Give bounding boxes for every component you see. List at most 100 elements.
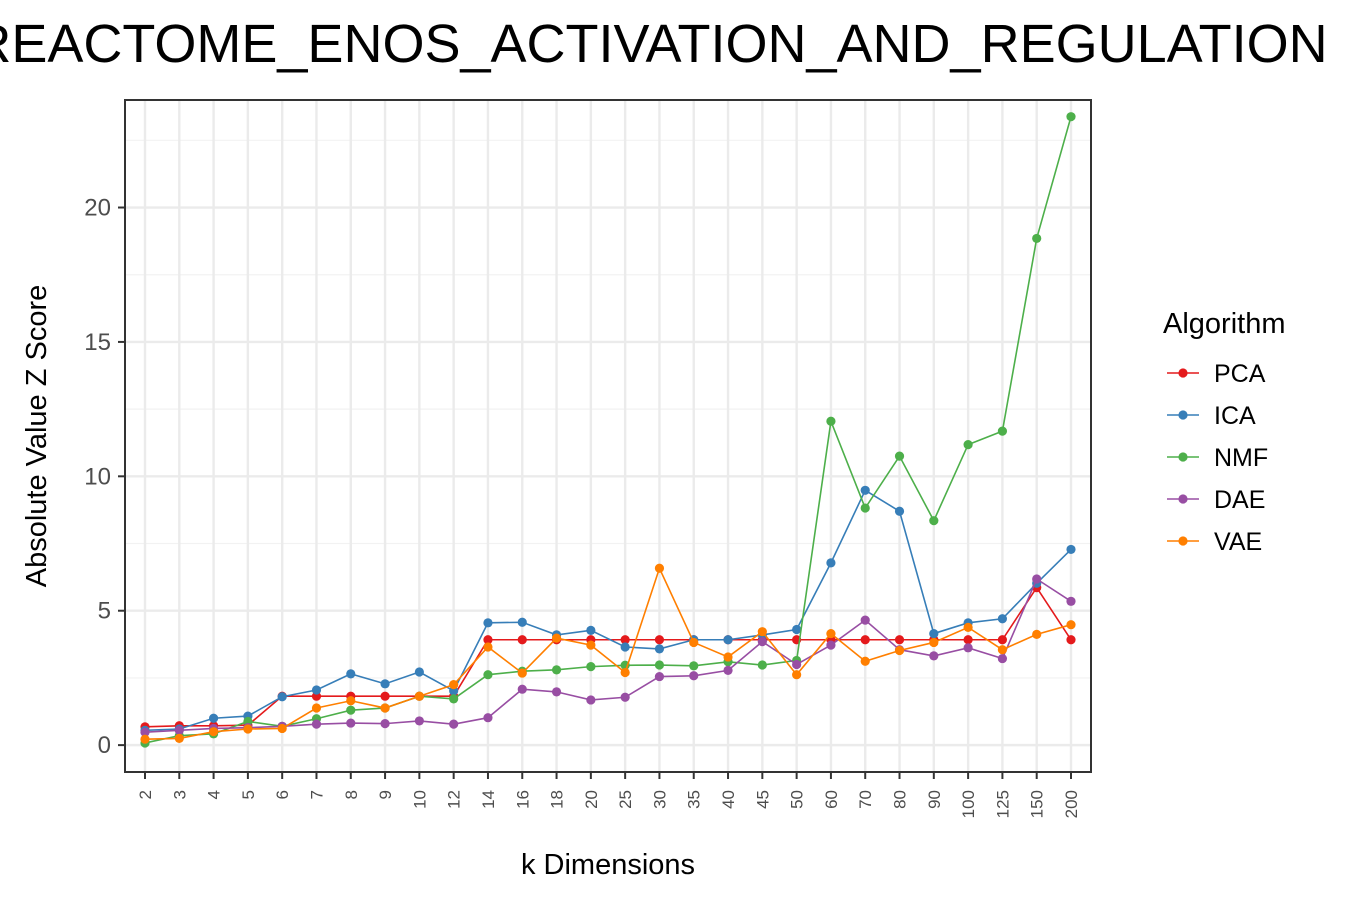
legend-title: Algorithm [1163, 308, 1286, 340]
grid [125, 100, 1091, 772]
data-point-pca [997, 635, 1008, 645]
data-point-dae [757, 637, 767, 647]
data-point-pca [1066, 635, 1076, 645]
x-tick-label: 18 [548, 790, 567, 809]
data-point-vae [346, 696, 356, 706]
series-vae [140, 563, 1076, 744]
x-tick-label: 12 [445, 790, 464, 809]
data-point-dae [140, 727, 150, 737]
data-point-vae [449, 680, 459, 690]
x-tick-label: 100 [959, 790, 978, 818]
x-tick-label: 125 [993, 790, 1012, 818]
legend-key-point [1178, 368, 1188, 378]
data-point-vae [208, 727, 219, 737]
data-point-vae [826, 628, 836, 639]
data-point-dae [997, 653, 1008, 664]
data-point-vae [551, 633, 562, 643]
x-tick-label: 6 [273, 790, 292, 799]
data-point-dae [1066, 596, 1076, 606]
x-tick-label: 3 [170, 790, 189, 799]
legend: Algorithm PCA ICA NMF DAE VAE [1163, 308, 1286, 556]
data-point-dae [654, 671, 665, 682]
data-point-vae [723, 652, 733, 662]
data-point-vae [792, 670, 802, 680]
data-point-nmf [997, 426, 1008, 436]
data-point-pca [483, 635, 493, 645]
data-point-pca [654, 635, 665, 645]
data-point-ica [277, 692, 287, 702]
legend-label: ICA [1214, 402, 1256, 430]
data-point-ica [929, 628, 939, 639]
data-point-pca [380, 691, 390, 701]
x-tick-label: 4 [205, 790, 224, 799]
y-tick-label: 5 [98, 598, 111, 625]
x-tick-label: 60 [822, 790, 841, 809]
x-tick-label: 9 [376, 790, 395, 799]
data-point-vae [963, 622, 973, 632]
data-point-nmf [1032, 233, 1042, 244]
data-point-dae [689, 671, 699, 681]
data-point-nmf [449, 694, 459, 704]
data-point-pca [963, 635, 973, 645]
data-point-vae [174, 733, 184, 744]
series-line-pca [144, 586, 1072, 728]
panel-border [124, 99, 1092, 773]
data-point-nmf [551, 665, 562, 675]
data-point-ica [517, 617, 527, 627]
data-point-vae [243, 724, 253, 734]
series-dae [140, 574, 1076, 737]
legend-label: VAE [1214, 528, 1262, 556]
data-point-vae [140, 734, 150, 744]
data-point-dae [860, 615, 870, 625]
data-point-dae [449, 719, 459, 729]
x-tick-label: 5 [239, 790, 258, 799]
x-tick-label: 45 [753, 790, 772, 809]
chart-title: REACTOME_ENOS_ACTIVATION_AND_REGULATION [0, 14, 1328, 74]
x-tick-label: 25 [616, 790, 635, 809]
data-point-dae [1032, 574, 1042, 584]
data-point-vae [654, 563, 665, 573]
x-tick-label: 14 [479, 790, 498, 809]
data-point-dae [311, 719, 322, 729]
series-line-nmf [144, 116, 1072, 744]
data-point-nmf [654, 660, 665, 670]
data-point-ica [894, 506, 905, 516]
legend-item-nmf: NMF [1167, 444, 1268, 472]
data-point-dae [929, 651, 939, 661]
x-tick-label: 80 [891, 790, 910, 809]
data-point-vae [1032, 629, 1042, 639]
data-point-nmf [826, 416, 836, 426]
x-tick-label: 8 [342, 790, 361, 799]
data-point-ica [414, 667, 424, 677]
data-point-vae [517, 668, 527, 678]
data-point-dae [483, 713, 493, 723]
x-tick-label: 90 [925, 790, 944, 809]
x-tick-label: 50 [788, 790, 807, 809]
data-point-dae [963, 643, 973, 653]
data-point-ica [620, 642, 630, 652]
data-point-vae [689, 637, 699, 648]
series-line-ica [144, 489, 1072, 732]
data-point-pca [894, 635, 905, 645]
data-point-dae [620, 692, 630, 702]
data-point-ica [1066, 544, 1076, 555]
x-tick-label: 40 [719, 790, 738, 809]
legend-item-ica: ICA [1167, 402, 1256, 430]
x-tick-label: 30 [650, 790, 669, 809]
x-tick-label: 7 [307, 790, 326, 799]
x-tick-label: 150 [1028, 790, 1047, 818]
data-point-pca [860, 635, 870, 645]
data-point-vae [414, 691, 424, 701]
data-point-vae [483, 642, 493, 652]
legend-key-point [1178, 452, 1188, 462]
data-point-ica [997, 614, 1008, 624]
x-tick-label: 20 [582, 790, 601, 809]
legend-key-point [1178, 536, 1188, 546]
data-point-nmf [483, 670, 493, 680]
data-point-pca [517, 635, 527, 645]
data-point-nmf [346, 705, 356, 715]
data-point-vae [860, 656, 870, 666]
data-point-vae [997, 645, 1008, 655]
data-point-dae [517, 684, 527, 694]
legend-label: NMF [1214, 444, 1268, 472]
